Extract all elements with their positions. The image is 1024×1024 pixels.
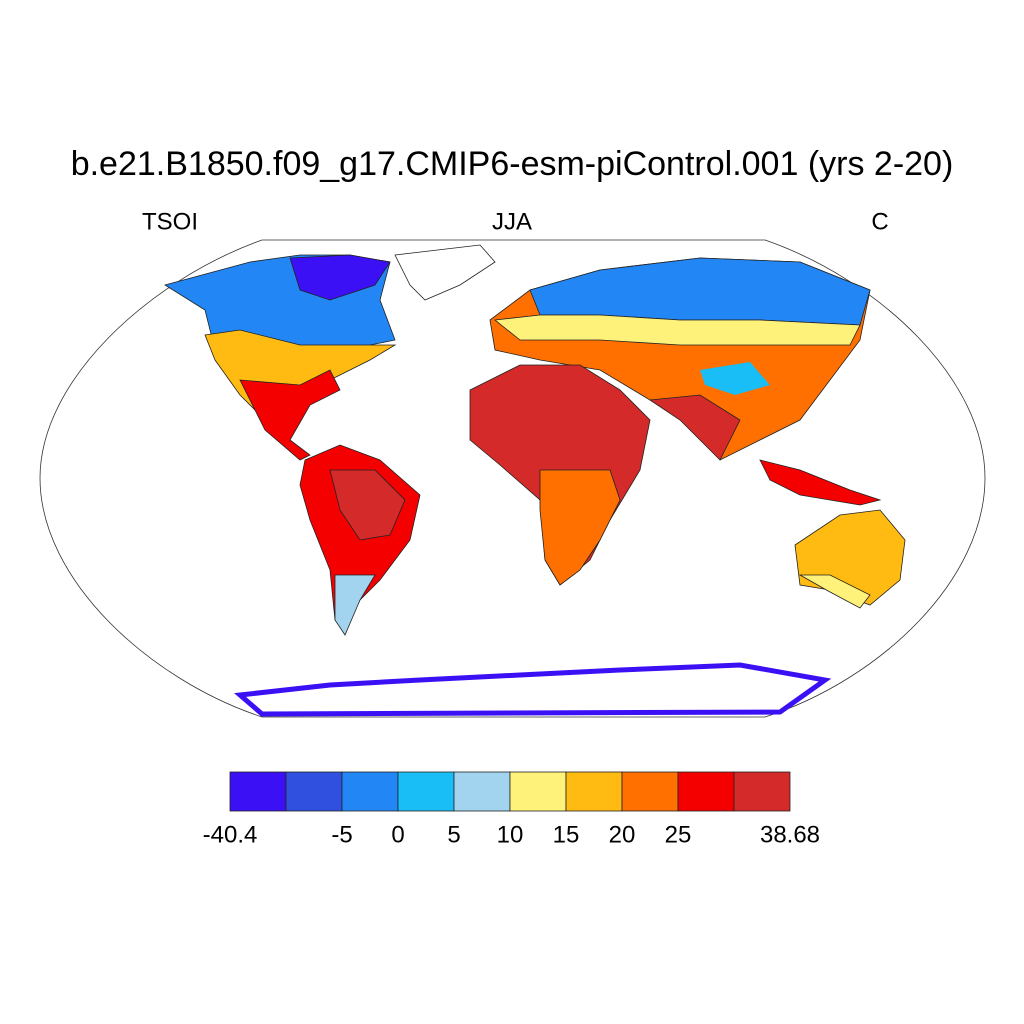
colorbar-label: 25: [665, 821, 692, 848]
left-string: TSOI: [142, 208, 198, 235]
map: [39, 239, 986, 718]
land: [539, 469, 621, 586]
colorbar: -40.4 -5 0 5 10 15 20 25 38.68: [203, 771, 820, 848]
land: [648, 394, 741, 461]
colorbar-box: [733, 771, 791, 812]
colorbar-box: [341, 771, 399, 812]
colorbar-box: [509, 771, 567, 812]
land: [329, 469, 406, 541]
land: [394, 244, 496, 301]
colorbar-label: 0: [391, 821, 404, 848]
title: b.e21.B1850.f09_g17.CMIP6-esm-piControl.…: [71, 145, 954, 183]
land: [239, 369, 341, 461]
land: [759, 459, 882, 506]
colorbar-label: 38.68: [760, 821, 820, 848]
colorbar-box: [677, 771, 735, 812]
colorbar-box: [453, 771, 511, 812]
right-string: C: [871, 208, 888, 235]
colorbar-box: [621, 771, 679, 812]
colorbar-label: -5: [331, 821, 352, 848]
land: [334, 574, 376, 636]
colorbar-box: [397, 771, 455, 812]
colorbar-label: 20: [609, 821, 636, 848]
land: [493, 314, 861, 346]
colorbar-label: -40.4: [203, 821, 258, 848]
plateau: [700, 362, 770, 395]
colorbar-box: [285, 771, 343, 812]
colorbar-label: 5: [447, 821, 460, 848]
colorbar-box: [229, 771, 287, 812]
land: [289, 254, 391, 301]
colorbar-label: 10: [497, 821, 524, 848]
land: [798, 574, 871, 609]
antarctica: [234, 662, 832, 717]
colorbar-box: [565, 771, 623, 812]
center-string: JJA: [492, 208, 532, 235]
colorbar-label: 15: [553, 821, 580, 848]
